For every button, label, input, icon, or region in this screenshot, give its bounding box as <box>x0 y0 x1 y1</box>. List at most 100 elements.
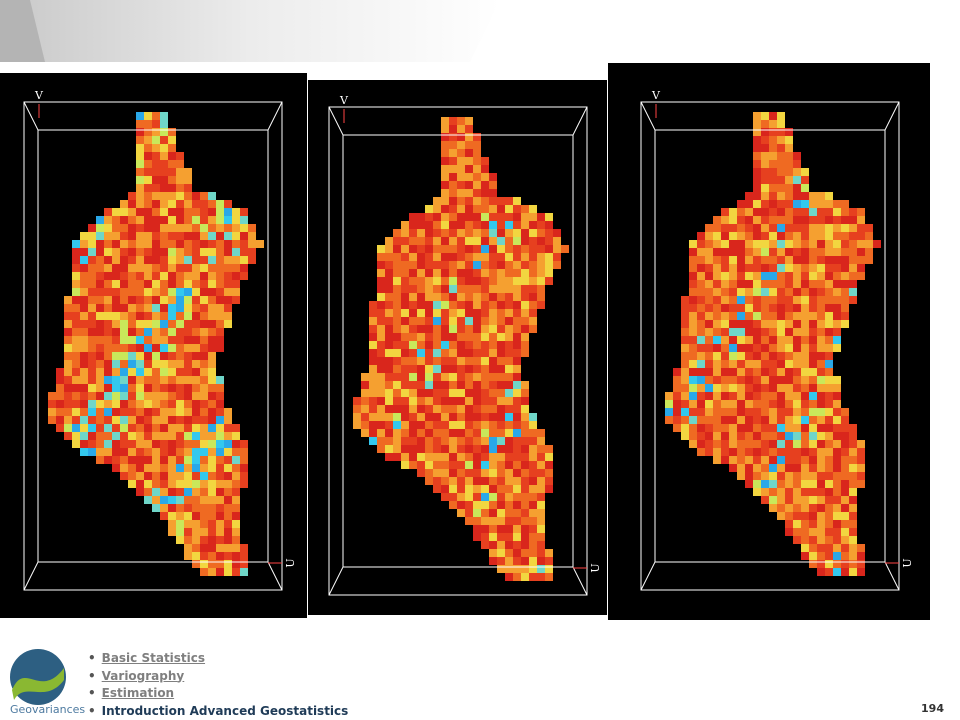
grid-cell <box>465 373 473 381</box>
grid-cell <box>120 256 128 264</box>
grid-cell <box>232 504 240 512</box>
grid-cell <box>160 280 168 288</box>
grid-cell <box>705 272 713 280</box>
grid-cell <box>361 421 369 429</box>
grid-cell <box>465 213 473 221</box>
grid-cell <box>369 405 377 413</box>
grid-cell <box>513 309 521 317</box>
nav-item[interactable]: Basic Statistics <box>88 650 348 668</box>
grid-cell <box>505 317 513 325</box>
grid-cell <box>385 245 393 253</box>
grid-cell <box>200 208 208 216</box>
grid-cell <box>441 277 449 285</box>
grid-cell <box>120 240 128 248</box>
grid-cell <box>729 352 737 360</box>
grid-cell <box>200 352 208 360</box>
grid-cell <box>128 248 136 256</box>
grid-cell <box>545 269 553 277</box>
grid-cell <box>497 269 505 277</box>
grid-cell <box>128 240 136 248</box>
grid-cell <box>809 448 817 456</box>
grid-cell <box>72 304 80 312</box>
grid-cell <box>721 280 729 288</box>
grid-cell <box>785 168 793 176</box>
grid-cell <box>817 240 825 248</box>
grid-cell <box>545 221 553 229</box>
grid-cell <box>393 453 401 461</box>
nav-item[interactable]: Variography <box>88 668 348 686</box>
grid-cell <box>136 152 144 160</box>
grid-cell <box>465 125 473 133</box>
nav-link[interactable]: Estimation <box>101 686 175 700</box>
grid-cell <box>729 328 737 336</box>
grid-cell <box>761 176 769 184</box>
grid-cell <box>505 261 513 269</box>
grid-cell <box>417 269 425 277</box>
grid-cell <box>401 373 409 381</box>
grid-cell <box>425 469 433 477</box>
grid-cell <box>753 456 761 464</box>
grid-cell <box>777 384 785 392</box>
nav-item[interactable]: Estimation <box>88 685 348 703</box>
grid-cell <box>64 304 72 312</box>
grid-cell <box>761 288 769 296</box>
grid-cell <box>88 248 96 256</box>
grid-cell <box>104 448 112 456</box>
grid-cell <box>192 456 200 464</box>
grid-cell <box>152 240 160 248</box>
grid-cell <box>112 392 120 400</box>
grid-cell <box>529 221 537 229</box>
grid-cell <box>473 357 481 365</box>
grid-cell <box>513 461 521 469</box>
grid-cell <box>841 440 849 448</box>
grid-cell <box>208 440 216 448</box>
grid-cell <box>857 552 865 560</box>
grid-cell <box>449 173 457 181</box>
grid-cell <box>457 461 465 469</box>
grid-cell <box>753 152 761 160</box>
grid-cell <box>409 325 417 333</box>
grid-cell <box>224 568 232 576</box>
grid-cell <box>457 349 465 357</box>
grid-cell <box>112 312 120 320</box>
nav-link[interactable]: Variography <box>101 668 185 683</box>
grid-cell <box>152 344 160 352</box>
grid-cell <box>537 557 545 565</box>
grid-cell <box>88 320 96 328</box>
grid-cell <box>457 341 465 349</box>
grid-cell <box>160 424 168 432</box>
grid-cell <box>64 336 72 344</box>
grid-cell <box>128 312 136 320</box>
grid-cell <box>457 293 465 301</box>
grid-cell <box>817 200 825 208</box>
grid-cell <box>753 184 761 192</box>
grid-cell <box>377 397 385 405</box>
grid-cell <box>393 437 401 445</box>
grid-cell <box>240 544 248 552</box>
grid-cell <box>689 272 697 280</box>
grid-cell <box>761 232 769 240</box>
grid-cell <box>168 488 176 496</box>
grid-cell <box>745 480 753 488</box>
grid-cell <box>785 224 793 232</box>
grid-cell <box>841 256 849 264</box>
grid-cell <box>833 320 841 328</box>
grid-cell <box>705 376 713 384</box>
grid-cell <box>168 448 176 456</box>
axis-label-u: U <box>901 558 914 567</box>
grid-cell <box>136 472 144 480</box>
grid-cell <box>721 272 729 280</box>
grid-cell <box>761 480 769 488</box>
grid-cell <box>489 261 497 269</box>
grid-cell <box>481 397 489 405</box>
grid-cell <box>481 325 489 333</box>
grid-cell <box>441 317 449 325</box>
grid-cell <box>409 237 417 245</box>
grid-cell <box>441 453 449 461</box>
nav-link[interactable]: Basic Statistics <box>101 651 206 665</box>
grid-cell <box>409 405 417 413</box>
grid-cell <box>441 405 449 413</box>
grid-cell <box>104 304 112 312</box>
grid-cell <box>721 224 729 232</box>
grid-cell <box>769 264 777 272</box>
